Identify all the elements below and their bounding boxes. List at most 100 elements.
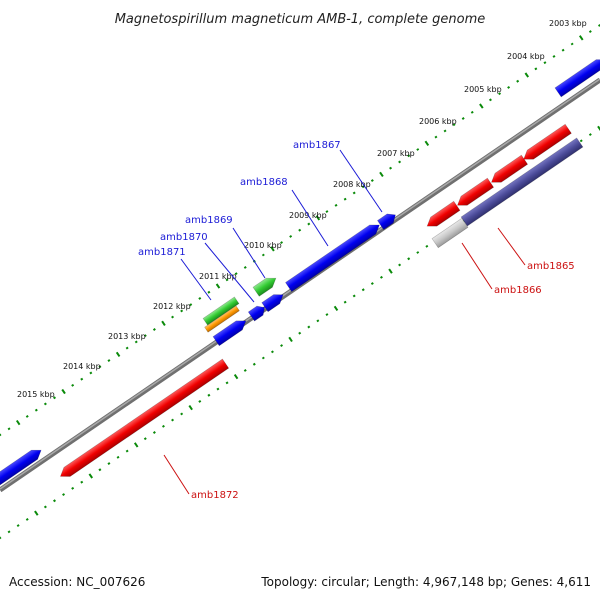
- scale-outer-minor-tick: [588, 30, 592, 34]
- gene-label-amb1868[interactable]: amb1868: [240, 177, 288, 188]
- scale-outer-minor-tick: [289, 234, 293, 238]
- scale-outer-minor-tick: [180, 309, 184, 313]
- scale-label: 2007 kbp: [377, 149, 415, 158]
- scale-outer-major-tick: [215, 283, 221, 289]
- scale-inner-minor-tick: [261, 356, 265, 360]
- gene-forward-amb1869[interactable]: [252, 274, 279, 297]
- scale-outer-minor-tick: [370, 179, 374, 182]
- gene-forward-amb1870[interactable]: [261, 290, 286, 313]
- scale-outer-minor-tick: [0, 433, 2, 437]
- scale-label: 2008 kbp: [333, 180, 371, 189]
- scale-inner-minor-tick: [416, 251, 420, 254]
- scale-outer-minor-tick: [298, 228, 302, 232]
- gene-forward-amb1871a[interactable]: [202, 296, 240, 326]
- scale-outer-minor-tick: [470, 110, 474, 114]
- gene-label-amb1870[interactable]: amb1870: [160, 232, 208, 243]
- gene-label-amb1866[interactable]: amb1866: [494, 285, 542, 296]
- gene-reverse-amb1872[interactable]: [57, 358, 230, 481]
- scale-outer-minor-tick: [98, 365, 102, 369]
- scale-outer-minor-tick: [452, 123, 456, 127]
- scale-inner-minor-tick: [225, 381, 229, 385]
- scale-outer-minor-tick: [325, 210, 329, 214]
- scale-label: 2003 kbp: [549, 19, 587, 28]
- scale-label: 2004 kbp: [507, 52, 545, 61]
- gene-label-amb1865[interactable]: amb1865: [527, 261, 575, 272]
- gene-forward-amb1871b[interactable]: [204, 305, 240, 333]
- scale-outer-minor-tick: [507, 85, 511, 89]
- scale-outer-major-tick: [270, 246, 275, 252]
- scale-inner-minor-tick: [316, 319, 320, 323]
- scale-inner-minor-tick: [579, 139, 583, 143]
- scale-outer-minor-tick: [543, 61, 547, 65]
- scale-labels: 2003 kbp 2004 kbp 2005 kbp 2006 kbp 2007 kbp…: [17, 19, 587, 399]
- gene-forward-left-edge[interactable]: [0, 446, 44, 487]
- scale-outer-minor-tick: [307, 222, 311, 226]
- gene-label-amb1867[interactable]: amb1867: [293, 140, 341, 151]
- scale-outer-minor-tick: [34, 408, 38, 412]
- scale-inner-minor-tick: [152, 431, 156, 434]
- scale-inner-major-tick: [333, 305, 339, 311]
- scale-inner-minor-tick: [62, 493, 66, 496]
- scale-inner-minor-tick: [71, 486, 75, 490]
- scale-inner-minor-tick: [43, 505, 47, 509]
- scale-inner-minor-tick: [343, 300, 347, 304]
- gene-label-amb1872[interactable]: amb1872: [191, 490, 239, 501]
- scale-outer-minor-tick: [361, 185, 365, 189]
- scale-outer-minor-tick: [125, 346, 129, 350]
- scale-label: 2005 kbp: [464, 85, 502, 94]
- gene-reverse-a[interactable]: [424, 200, 461, 230]
- scale-label: 2015 kbp: [17, 390, 55, 399]
- scale-outer-minor-tick: [53, 396, 56, 400]
- scale-inner-minor-tick: [53, 499, 56, 503]
- scale-inner-major-tick: [88, 473, 94, 479]
- scale-inner-major-tick: [133, 442, 139, 448]
- scale-inner-minor-tick: [425, 244, 429, 248]
- scale-inner-minor-tick: [0, 536, 2, 540]
- scale-outer-major-tick: [524, 72, 530, 78]
- scale-outer-minor-tick: [225, 278, 229, 282]
- gene-forward-amb1872-blue[interactable]: [212, 316, 249, 347]
- scale-outer-major-tick: [578, 35, 584, 41]
- scale-outer-minor-tick: [443, 129, 447, 133]
- scale-label: 2006 kbp: [419, 117, 457, 126]
- scale-outer-minor-tick: [534, 67, 538, 71]
- gene-reverse-c[interactable]: [488, 154, 529, 187]
- scale-inner-minor-tick: [7, 530, 11, 534]
- gene-forward-small-a[interactable]: [377, 210, 398, 231]
- gene-region-amb1865[interactable]: [460, 137, 584, 227]
- scale-label: 2012 kbp: [153, 302, 191, 311]
- scale-outer-minor-tick: [7, 427, 11, 431]
- gene-label-amb1871[interactable]: amb1871: [138, 247, 186, 258]
- gene-reverse-d[interactable]: [521, 123, 572, 164]
- scale-outer-minor-tick: [25, 414, 29, 418]
- scale-outer-minor-tick: [152, 328, 156, 331]
- scale-inner-minor-tick: [207, 393, 211, 397]
- scale-inner-minor-tick: [98, 468, 102, 472]
- scale-outer-minor-tick: [398, 160, 402, 164]
- gene-reverse-b[interactable]: [454, 177, 495, 210]
- scale-outer-minor-tick: [43, 402, 47, 406]
- scale-outer-minor-tick: [407, 154, 411, 158]
- scale-inner-minor-tick: [352, 294, 356, 298]
- scale-outer-minor-tick: [207, 290, 211, 294]
- gene-forward-top-right[interactable]: [554, 55, 600, 98]
- scale-inner-minor-tick: [325, 313, 329, 317]
- scale-outer-minor-tick: [143, 334, 147, 338]
- scale-outer-minor-tick: [89, 371, 93, 375]
- scale-inner-minor-tick: [361, 288, 365, 292]
- scale-inner-minor-tick: [370, 282, 374, 285]
- scale-outer-ticks: [0, 23, 600, 437]
- gene-forward-small-b[interactable]: [247, 303, 267, 322]
- gene-region-amb1866[interactable]: [431, 217, 469, 249]
- scale-outer-major-tick: [315, 215, 321, 221]
- gene-forward-amb1867[interactable]: [285, 220, 382, 292]
- scale-label: 2010 kbp: [244, 241, 282, 250]
- gene-label-amb1869[interactable]: amb1869: [185, 215, 233, 226]
- scale-outer-major-tick: [379, 171, 384, 177]
- leader-amb1872: [163, 454, 190, 495]
- scale-outer-minor-tick: [416, 148, 420, 151]
- scale-inner-minor-tick: [298, 331, 302, 335]
- scale-outer-minor-tick: [343, 197, 347, 201]
- scale-outer-major-tick: [161, 320, 166, 326]
